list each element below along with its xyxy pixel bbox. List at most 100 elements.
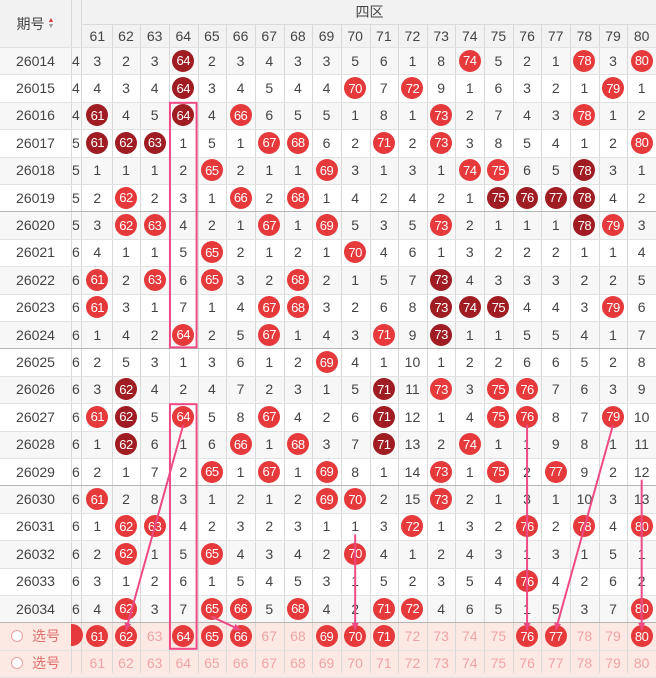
table-cell: 6 xyxy=(609,573,617,590)
table-cell: 6 xyxy=(179,271,188,288)
select-number-cell[interactable]: 74 xyxy=(461,628,478,645)
select-number-cell[interactable]: 68 xyxy=(290,655,306,672)
select-number-cell[interactable]: 66 xyxy=(232,655,249,672)
partial-column-cell: 6 xyxy=(72,244,80,261)
select-number-cell[interactable]: 69 xyxy=(312,622,341,649)
select-number-cell[interactable]: 71 xyxy=(376,655,392,672)
select-row-label[interactable]: 选号 xyxy=(0,650,71,677)
table-cell: 8 xyxy=(494,134,503,151)
row-background xyxy=(0,430,656,458)
table-cell: 3 xyxy=(351,162,360,179)
table-cell: 9 xyxy=(551,436,560,453)
period-header[interactable]: 期号 ▲ ▼ xyxy=(0,0,71,47)
select-number-cell[interactable]: 63 xyxy=(146,655,163,672)
select-number-cell[interactable]: 64 xyxy=(175,655,192,672)
table-cell: 1 xyxy=(322,189,331,206)
table-cell: 5 xyxy=(265,600,274,617)
table-cell: 61 xyxy=(83,485,112,512)
table-cell: 4 xyxy=(379,244,388,261)
table-cell: 13 xyxy=(633,491,650,508)
sort-arrows-icon[interactable]: ▲ ▼ xyxy=(48,17,55,30)
select-number-cell[interactable]: 65 xyxy=(198,622,227,649)
select-number-cell[interactable]: 75 xyxy=(490,655,507,672)
selected-number-ball xyxy=(71,624,83,647)
select-number-cell[interactable]: 78 xyxy=(576,655,593,672)
number-ball: 74 xyxy=(458,433,481,456)
radio-circle-icon[interactable] xyxy=(11,657,23,670)
select-number-cell[interactable]: 80 xyxy=(633,655,650,672)
row-background xyxy=(0,266,656,294)
select-number-cell[interactable]: 62 xyxy=(112,622,141,649)
selected-number-ball: 77 xyxy=(544,625,567,648)
column-header-65: 65 xyxy=(204,27,220,44)
table-cell: 5 xyxy=(551,326,560,343)
table-cell: 5 xyxy=(122,354,130,371)
partial-column-cell: 4 xyxy=(72,52,80,69)
select-number-cell[interactable]: 72 xyxy=(404,628,421,645)
radio-circle-icon[interactable] xyxy=(11,630,23,643)
table-cell: 9 xyxy=(408,326,417,343)
table-cell: 2 xyxy=(551,80,560,97)
select-number-cell[interactable]: 73 xyxy=(433,628,449,645)
select-number-cell[interactable]: 76 xyxy=(519,655,535,672)
select-row-label[interactable]: 选号 xyxy=(0,622,71,649)
select-number-cell[interactable]: 64 xyxy=(169,622,198,649)
selected-number-ball: 76 xyxy=(516,625,539,648)
select-number-cell[interactable]: 79 xyxy=(605,628,621,645)
select-number-cell[interactable]: 80 xyxy=(627,622,656,649)
select-number-cell[interactable]: 62 xyxy=(118,655,134,672)
table-cell: 2 xyxy=(236,491,245,508)
select-number-cell[interactable]: 70 xyxy=(341,622,370,649)
select-number-cell[interactable]: 74 xyxy=(461,655,478,672)
select-number-cell[interactable]: 67 xyxy=(261,655,277,672)
table-cell: 5 xyxy=(351,52,360,69)
table-cell: 62 xyxy=(112,211,141,238)
table-cell: 78 xyxy=(570,102,599,129)
period-cell: 26022 xyxy=(16,271,55,288)
select-number-cell[interactable]: 71 xyxy=(370,622,399,649)
grid-line-horizontal xyxy=(0,622,656,623)
period-cell: 26031 xyxy=(16,518,55,535)
column-header-73: 73 xyxy=(433,27,449,44)
row-background xyxy=(0,129,656,157)
select-number-cell[interactable]: 79 xyxy=(605,655,621,672)
select-number-cell[interactable]: 68 xyxy=(290,628,306,645)
table-cell: 65 xyxy=(198,266,227,293)
select-number-cell[interactable]: 73 xyxy=(433,655,449,672)
table-cell: 5 xyxy=(551,162,560,179)
select-number-cell[interactable]: 75 xyxy=(490,628,507,645)
select-number-cell[interactable]: 61 xyxy=(89,655,106,672)
select-number-cell[interactable]: 70 xyxy=(347,655,363,672)
select-number-cell[interactable]: 77 xyxy=(541,622,570,649)
table-cell: 1 xyxy=(208,573,216,590)
grid-line-horizontal xyxy=(0,540,656,541)
select-number-cell[interactable]: 72 xyxy=(404,655,421,672)
partial-column-cell: 4 xyxy=(72,107,80,124)
select-number-cell[interactable]: 65 xyxy=(204,655,220,672)
select-number-cell[interactable]: 69 xyxy=(318,655,335,672)
select-number-cell[interactable]: 66 xyxy=(226,622,255,649)
select-number-cell[interactable]: 76 xyxy=(513,622,542,649)
grid-line-horizontal xyxy=(0,376,656,377)
select-number-cell[interactable]: 61 xyxy=(83,622,112,649)
select-number-cell[interactable]: 63 xyxy=(146,628,163,645)
select-number-cell[interactable]: 67 xyxy=(261,628,277,645)
table-cell: 3 xyxy=(465,381,474,398)
table-cell: 63 xyxy=(140,211,169,238)
table-cell: 4 xyxy=(322,600,331,617)
table-cell: 79 xyxy=(599,74,628,101)
row-background xyxy=(0,540,656,568)
column-header-78: 78 xyxy=(576,27,593,44)
row-background xyxy=(0,403,656,431)
table-cell: 63 xyxy=(140,266,169,293)
select-number-cell[interactable]: 78 xyxy=(576,628,593,645)
number-ball: 65 xyxy=(200,241,223,264)
table-cell: 6 xyxy=(580,381,589,398)
table-cell: 73 xyxy=(427,485,456,512)
partial-column-cell: 6 xyxy=(72,573,80,590)
table-cell: 2 xyxy=(265,189,274,206)
select-number-cell[interactable]: 77 xyxy=(547,655,564,672)
table-cell: 5 xyxy=(179,244,188,261)
period-cell: 26019 xyxy=(16,189,55,206)
number-ball: 78 xyxy=(573,104,596,127)
